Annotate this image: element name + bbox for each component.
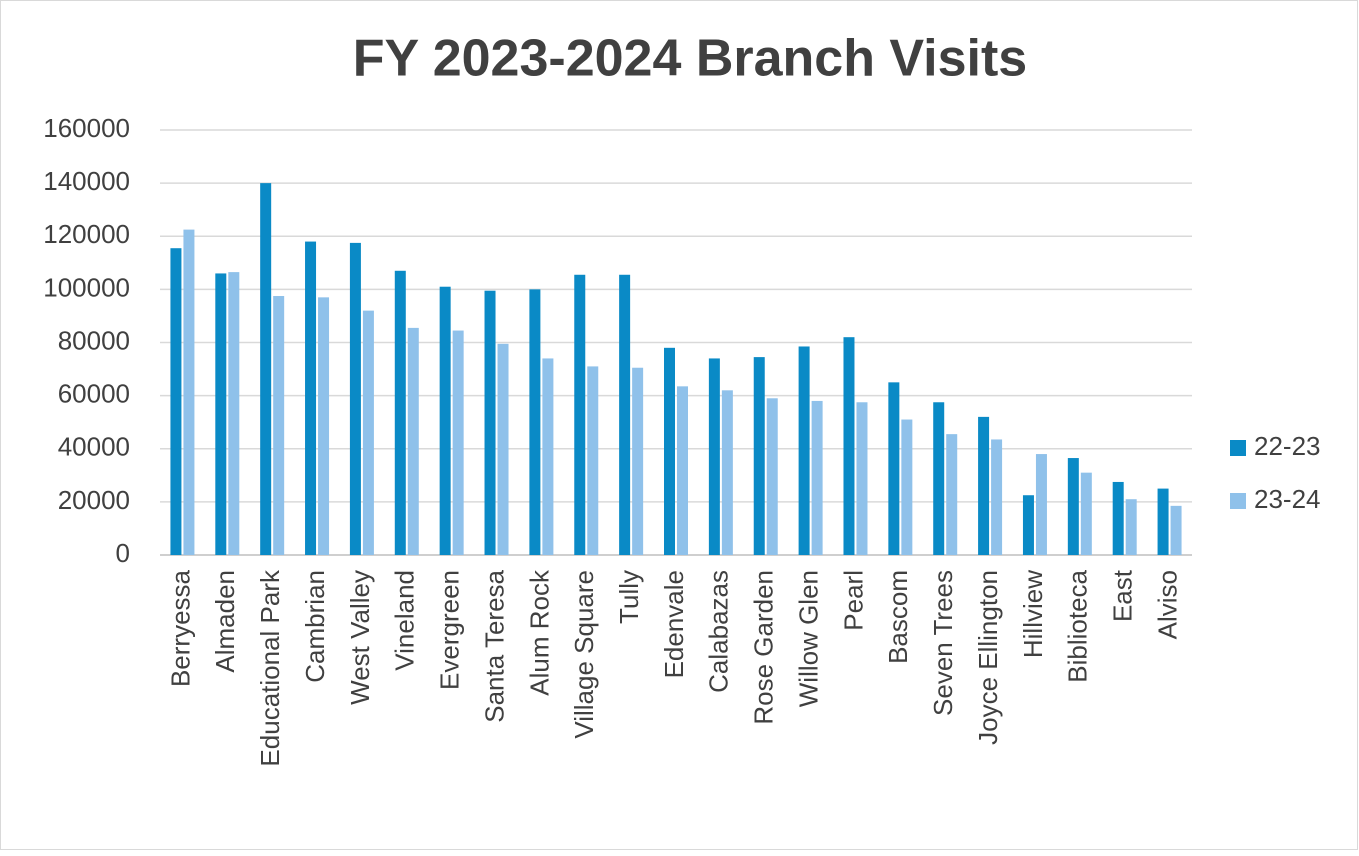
x-tick-label: East <box>1108 569 1138 622</box>
x-tick-label: Alviso <box>1152 570 1182 639</box>
y-tick-label: 160000 <box>43 113 130 143</box>
bar <box>587 366 599 555</box>
bar <box>1067 458 1079 555</box>
bar <box>946 434 958 555</box>
bar <box>856 402 868 555</box>
y-tick-label: 0 <box>116 538 130 568</box>
bar <box>407 327 419 555</box>
bar <box>439 286 451 555</box>
y-tick-label: 40000 <box>58 432 130 462</box>
bar <box>798 346 810 555</box>
bar <box>394 270 406 555</box>
bar <box>721 390 733 555</box>
bar <box>888 382 900 555</box>
bar <box>664 347 675 555</box>
bar <box>228 272 240 555</box>
bar <box>708 358 720 555</box>
x-tick-label: Educational Park <box>255 569 285 767</box>
legend-label: 23-24 <box>1254 484 1321 514</box>
x-tick-label: Seven Trees <box>928 570 958 716</box>
x-tick-label: Calabazas <box>704 570 734 693</box>
bar <box>933 402 945 555</box>
legend-label: 22-23 <box>1254 431 1321 461</box>
x-tick-label: Bascom <box>883 570 913 664</box>
x-tick-label: Rose Garden <box>749 570 779 725</box>
bar <box>305 241 317 555</box>
bar <box>170 248 182 555</box>
bar <box>1125 499 1137 555</box>
bar <box>452 330 464 555</box>
x-tick-label: Edenvale <box>659 570 689 678</box>
bar <box>677 386 688 555</box>
bar <box>1157 488 1169 555</box>
y-tick-label: 140000 <box>43 166 130 196</box>
y-tick-label: 60000 <box>58 379 130 409</box>
bar <box>632 367 644 555</box>
x-tick-label: Santa Teresa <box>479 569 509 722</box>
x-tick-label: Village Square <box>569 570 599 739</box>
x-tick-label: Alum Rock <box>524 569 554 696</box>
bar <box>978 416 990 555</box>
bar <box>484 290 496 555</box>
bar <box>529 289 541 555</box>
bar <box>497 343 509 555</box>
legend-swatch <box>1230 493 1246 509</box>
bar <box>574 274 586 555</box>
y-tick-label: 100000 <box>43 272 130 302</box>
bar <box>811 400 823 555</box>
bar <box>753 357 765 555</box>
y-tick-label: 120000 <box>43 219 130 249</box>
x-tick-label: Biblioteca <box>1063 569 1093 682</box>
x-tick-label: Tully <box>614 570 644 624</box>
x-tick-label: Vineland <box>390 570 420 671</box>
bar <box>215 273 227 555</box>
bar <box>843 337 855 555</box>
bar <box>349 242 361 555</box>
bar <box>1112 481 1124 555</box>
x-tick-label: Evergreen <box>435 570 465 690</box>
legend-swatch <box>1230 440 1246 456</box>
bar <box>619 274 631 555</box>
y-tick-label: 20000 <box>58 485 130 515</box>
bar <box>991 439 1003 555</box>
x-tick-label: Willow Glen <box>793 570 823 707</box>
bar <box>1080 472 1092 555</box>
chart-title: FY 2023-2024 Branch Visits <box>353 30 1027 88</box>
bar <box>1022 495 1034 555</box>
x-tick-label: Pearl <box>838 570 868 631</box>
bar <box>318 297 330 555</box>
y-tick-label: 80000 <box>58 325 130 355</box>
bar <box>183 229 195 555</box>
x-tick-label: Hillview <box>1018 570 1048 658</box>
bar <box>1170 505 1182 555</box>
bar <box>362 310 374 555</box>
x-tick-label: Joyce Ellington <box>973 570 1003 745</box>
bar <box>260 183 272 555</box>
bar <box>273 296 285 555</box>
x-tick-label: West Valley <box>345 570 375 705</box>
bar <box>1035 454 1047 555</box>
x-tick-label: Berryessa <box>165 569 195 687</box>
bar <box>901 419 913 555</box>
bar <box>542 358 554 555</box>
x-tick-label: Cambrian <box>300 570 330 683</box>
x-tick-label: Almaden <box>210 570 240 673</box>
bar <box>766 398 778 555</box>
